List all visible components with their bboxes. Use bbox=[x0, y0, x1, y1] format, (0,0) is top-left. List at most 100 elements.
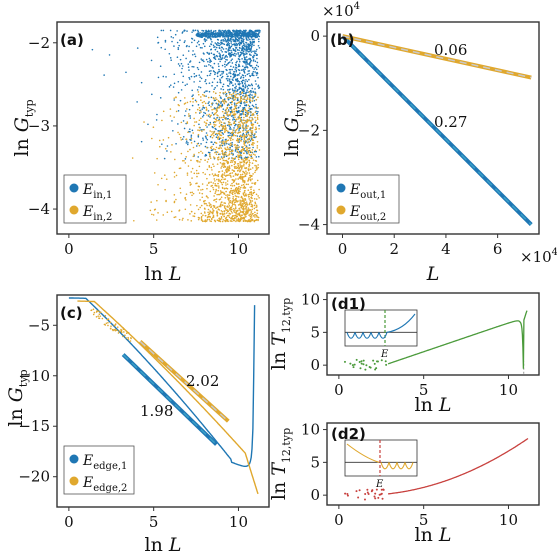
data-point bbox=[214, 73, 216, 76]
data-point bbox=[229, 208, 231, 210]
data-point bbox=[250, 122, 253, 124]
data-point bbox=[234, 68, 237, 70]
data-point bbox=[177, 123, 179, 125]
data-point bbox=[238, 55, 241, 58]
data-point bbox=[216, 163, 219, 165]
data-point bbox=[228, 157, 231, 159]
data-point bbox=[223, 112, 226, 114]
data-point bbox=[245, 52, 248, 55]
data-point bbox=[239, 217, 242, 220]
data-point bbox=[180, 121, 183, 124]
data-point bbox=[194, 55, 197, 58]
inset-frame bbox=[344, 309, 418, 347]
data-point bbox=[232, 175, 235, 177]
data-point bbox=[217, 44, 219, 47]
data-point bbox=[232, 219, 235, 222]
data-point bbox=[241, 166, 243, 169]
data-point bbox=[225, 94, 228, 96]
data-point bbox=[177, 80, 180, 83]
data-point bbox=[244, 45, 246, 48]
data-point bbox=[226, 161, 229, 163]
data-point bbox=[250, 111, 252, 113]
data-point bbox=[246, 212, 249, 214]
data-point bbox=[235, 29, 238, 32]
data-point bbox=[210, 206, 212, 209]
data-point bbox=[162, 139, 165, 141]
legend-entry: Eout,1 bbox=[349, 182, 386, 201]
data-point bbox=[151, 213, 153, 216]
data-point bbox=[244, 175, 247, 178]
data-point bbox=[377, 496, 380, 499]
data-point bbox=[257, 65, 260, 68]
data-point bbox=[206, 52, 209, 54]
data-point bbox=[245, 51, 247, 53]
data-point bbox=[238, 60, 241, 63]
data-point bbox=[237, 51, 239, 54]
data-point bbox=[254, 216, 256, 218]
data-point bbox=[222, 118, 224, 121]
data-point bbox=[252, 50, 254, 53]
data-point bbox=[245, 146, 247, 149]
data-point bbox=[210, 48, 212, 51]
data-point bbox=[90, 309, 93, 311]
data-point bbox=[257, 107, 259, 109]
data-point bbox=[248, 58, 250, 60]
data-point bbox=[123, 331, 125, 333]
data-point bbox=[251, 72, 254, 75]
data-point bbox=[384, 360, 387, 363]
data-point bbox=[249, 213, 252, 216]
data-point bbox=[204, 155, 206, 157]
y-tick-label: 0 bbox=[310, 486, 320, 504]
data-point bbox=[237, 141, 239, 143]
data-point bbox=[216, 211, 218, 213]
data-point bbox=[221, 57, 223, 60]
data-point bbox=[243, 217, 245, 220]
data-point bbox=[210, 43, 213, 46]
data-point bbox=[228, 125, 231, 127]
data-point bbox=[214, 92, 217, 95]
data-point bbox=[221, 139, 224, 141]
data-point bbox=[225, 44, 228, 46]
data-point bbox=[239, 54, 242, 56]
data-point bbox=[244, 58, 246, 61]
data-point bbox=[186, 121, 189, 123]
data-point bbox=[225, 117, 227, 119]
data-point bbox=[242, 193, 245, 196]
data-point bbox=[251, 87, 254, 90]
data-point bbox=[216, 157, 219, 159]
data-point bbox=[242, 92, 245, 95]
data-point bbox=[251, 200, 254, 202]
data-point bbox=[239, 100, 242, 103]
data-point bbox=[221, 183, 224, 186]
data-point bbox=[219, 146, 221, 148]
data-point bbox=[230, 143, 233, 146]
data-point bbox=[240, 154, 243, 157]
data-point bbox=[209, 64, 212, 67]
data-point bbox=[230, 49, 232, 52]
data-point bbox=[203, 200, 205, 203]
data-point bbox=[248, 144, 251, 146]
data-point bbox=[355, 490, 358, 493]
data-point bbox=[236, 99, 239, 102]
data-point bbox=[202, 42, 205, 45]
data-point bbox=[209, 37, 212, 40]
y-tick-label: 10 bbox=[301, 421, 320, 439]
data-point bbox=[155, 119, 158, 121]
data-point bbox=[239, 188, 241, 190]
data-point bbox=[192, 50, 194, 52]
data-point bbox=[219, 204, 222, 207]
data-point bbox=[223, 57, 226, 59]
data-point bbox=[250, 123, 253, 126]
data-point bbox=[208, 166, 211, 168]
data-point bbox=[246, 118, 249, 121]
data-point bbox=[203, 91, 206, 94]
data-point bbox=[239, 199, 241, 202]
data-point bbox=[236, 163, 239, 165]
data-point bbox=[249, 40, 252, 43]
data-point bbox=[233, 43, 236, 46]
data-point bbox=[179, 136, 182, 139]
data-point bbox=[209, 32, 211, 34]
data-point bbox=[218, 70, 221, 73]
data-point bbox=[208, 124, 210, 126]
data-point bbox=[380, 359, 383, 362]
